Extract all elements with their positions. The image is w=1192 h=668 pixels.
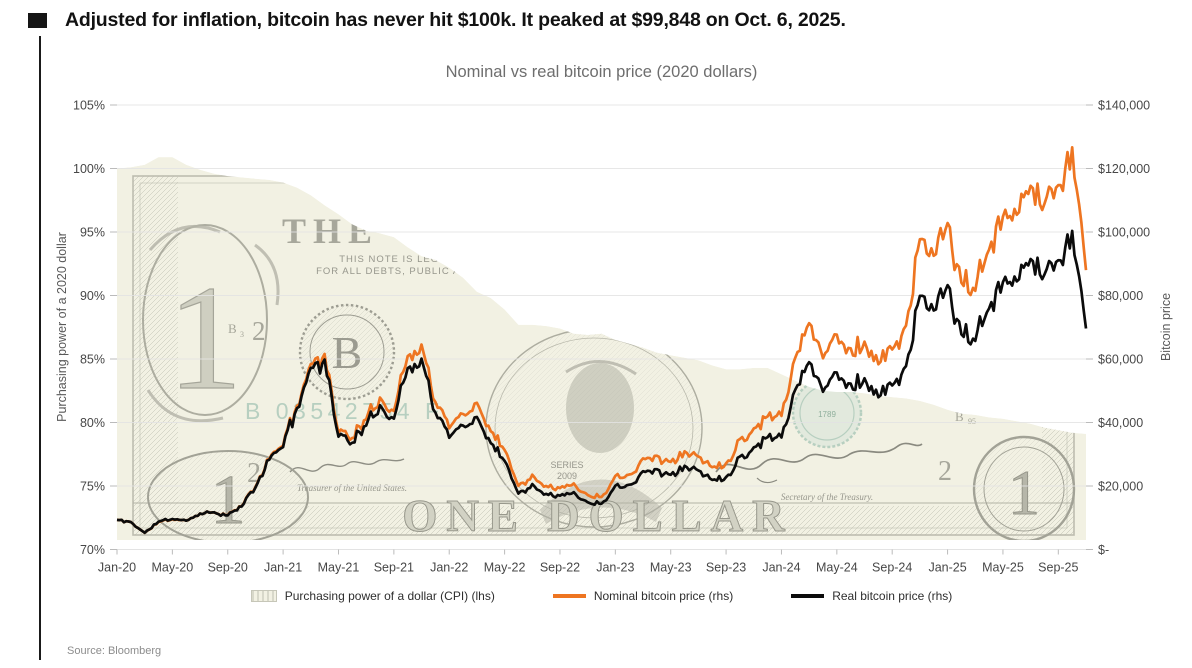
bullet-square-icon (28, 13, 47, 28)
svg-text:$60,000: $60,000 (1098, 353, 1143, 367)
headline-row: Adjusted for inflation, bitcoin has neve… (28, 8, 846, 32)
svg-text:$120,000: $120,000 (1098, 162, 1150, 176)
svg-text:May-24: May-24 (816, 561, 858, 575)
svg-text:May-21: May-21 (318, 561, 360, 575)
svg-text:May-25: May-25 (982, 561, 1024, 575)
svg-text:1789: 1789 (818, 410, 836, 419)
svg-text:1: 1 (1008, 457, 1040, 528)
svg-text:B: B (228, 321, 237, 336)
svg-text:Sep-20: Sep-20 (208, 561, 248, 575)
svg-text:B: B (332, 327, 363, 378)
legend-nominal-label: Nominal bitcoin price (rhs) (593, 589, 734, 603)
svg-text:Sep-23: Sep-23 (706, 561, 746, 575)
legend-item-real: Real bitcoin price (rhs) (791, 589, 952, 603)
orange-line-swatch-icon (552, 594, 586, 598)
svg-text:Jan-23: Jan-23 (596, 561, 634, 575)
svg-text:85%: 85% (80, 353, 105, 367)
svg-text:75%: 75% (80, 480, 105, 494)
legend: Purchasing power of a dollar (CPI) (lhs)… (117, 589, 1086, 603)
dollar-bill-swatch-icon (250, 590, 277, 602)
svg-text:$40,000: $40,000 (1098, 416, 1143, 430)
svg-text:May-20: May-20 (152, 561, 194, 575)
svg-text:2: 2 (252, 316, 266, 346)
black-line-swatch-icon (791, 594, 825, 598)
svg-text:Sep-25: Sep-25 (1038, 561, 1078, 575)
svg-text:ONE DOLLAR: ONE DOLLAR (402, 491, 793, 541)
real-price-line (116, 229, 1088, 535)
svg-text:3: 3 (240, 330, 244, 339)
svg-text:Sep-21: Sep-21 (374, 561, 414, 575)
svg-text:Sep-24: Sep-24 (872, 561, 912, 575)
svg-text:$-: $- (1098, 543, 1109, 557)
legend-item-cpi: Purchasing power of a dollar (CPI) (lhs) (250, 589, 495, 603)
chart-title: Nominal vs real bitcoin price (2020 doll… (445, 63, 758, 81)
svg-text:May-23: May-23 (650, 561, 692, 575)
svg-text:1: 1 (211, 462, 246, 539)
legend-cpi-label: Purchasing power of a dollar (CPI) (lhs) (284, 589, 495, 603)
svg-text:2: 2 (938, 456, 952, 487)
svg-text:FOR ALL DEBTS, PUBLIC AND: FOR ALL DEBTS, PUBLIC AND (316, 266, 476, 277)
svg-text:100%: 100% (73, 162, 105, 176)
svg-text:$100,000: $100,000 (1098, 226, 1150, 240)
svg-text:Jan-20: Jan-20 (98, 561, 136, 575)
svg-text:May-22: May-22 (484, 561, 526, 575)
svg-text:THIS NOTE IS LEGAL: THIS NOTE IS LEGAL (339, 254, 453, 265)
svg-text:95: 95 (968, 417, 976, 426)
legend-real-label: Real bitcoin price (rhs) (832, 589, 953, 603)
source-credit: Source: Bloomberg (67, 645, 162, 657)
svg-text:THE: THE (282, 211, 379, 251)
svg-text:95%: 95% (80, 226, 105, 240)
svg-text:Jan-21: Jan-21 (264, 561, 302, 575)
legend-item-nominal: Nominal bitcoin price (rhs) (552, 589, 734, 603)
svg-text:70%: 70% (80, 543, 105, 557)
svg-text:SERIES: SERIES (550, 460, 583, 470)
svg-text:Jan-25: Jan-25 (928, 561, 966, 575)
svg-text:Sep-22: Sep-22 (540, 561, 580, 575)
svg-text:B 03542754 F: B 03542754 F (245, 398, 444, 424)
svg-text:$20,000: $20,000 (1098, 480, 1143, 494)
svg-text:$140,000: $140,000 (1098, 99, 1150, 113)
svg-text:90%: 90% (80, 289, 105, 303)
svg-text:Secretary of the Treasury.: Secretary of the Treasury. (781, 492, 873, 502)
svg-text:B: B (955, 409, 964, 424)
svg-text:2009: 2009 (557, 471, 577, 481)
headline: Adjusted for inflation, bitcoin has neve… (65, 9, 846, 31)
left-rule (39, 36, 41, 660)
svg-text:Treasurer of the United States: Treasurer of the United States. (297, 483, 407, 493)
svg-text:$80,000: $80,000 (1098, 289, 1143, 303)
svg-text:Jan-22: Jan-22 (430, 561, 468, 575)
svg-text:105%: 105% (73, 99, 105, 113)
svg-text:Jan-24: Jan-24 (762, 561, 800, 575)
svg-text:80%: 80% (80, 416, 105, 430)
svg-text:1: 1 (168, 255, 243, 421)
